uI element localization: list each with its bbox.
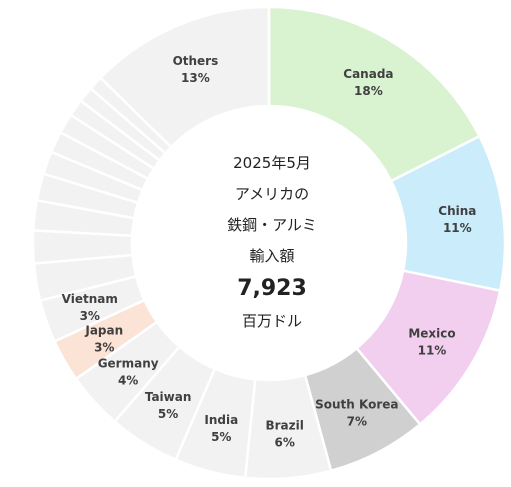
- center-caption: 2025年5月 アメリカの 鉄鋼・アルミ 輸入額 7,923 百万ドル: [172, 148, 372, 337]
- caption-date: 2025年5月: [233, 154, 311, 172]
- label-south-korea: South Korea 7%: [315, 398, 398, 429]
- label-brazil: Brazil 6%: [265, 418, 303, 449]
- donut-slices: [31, 5, 507, 481]
- slice-canada: [267, 5, 482, 183]
- caption-product: 鉄鋼・アルミ: [227, 216, 317, 234]
- slice-others: [98, 5, 271, 149]
- label-taiwan: Taiwan 5%: [145, 390, 192, 421]
- label-vietnam: Vietnam 3%: [62, 292, 118, 323]
- slice-labels: Canada 18% China 11% Mexico 11% South Korea 7% B…: [62, 54, 477, 450]
- label-canada: Canada 18%: [343, 67, 393, 98]
- caption-unit: 百万ドル: [241, 312, 302, 330]
- label-mexico: Mexico 11%: [408, 327, 455, 358]
- label-others: Others 13%: [173, 54, 219, 85]
- caption-country: アメリカの: [234, 185, 310, 203]
- label-germany: Germany 4%: [98, 357, 159, 388]
- label-japan: Japan 3%: [84, 324, 123, 355]
- total-value: 7,923: [237, 276, 307, 301]
- caption-metric: 輸入額: [249, 247, 295, 265]
- label-china: China 11%: [438, 204, 476, 235]
- label-india: India 5%: [204, 413, 238, 444]
